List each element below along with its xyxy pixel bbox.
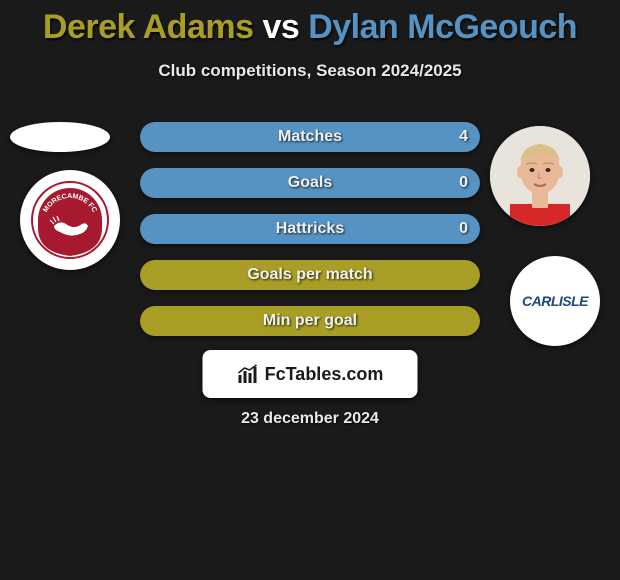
player1-club-crest: MORECAMBE FC: [20, 170, 120, 270]
stat-value-right: 0: [459, 168, 468, 198]
vs-text: vs: [254, 8, 309, 46]
comparison-title: Derek Adams vs Dylan McGeouch: [0, 0, 620, 47]
stat-row: Hattricks0: [140, 214, 480, 244]
player2-name: Dylan McGeouch: [308, 8, 577, 46]
stat-label: Goals: [140, 168, 480, 198]
stat-label: Matches: [140, 122, 480, 152]
fctables-text: FcTables.com: [265, 364, 384, 385]
subtitle: Club competitions, Season 2024/2025: [0, 61, 620, 81]
stat-row: Goals0: [140, 168, 480, 198]
fctables-watermark: FcTables.com: [203, 350, 418, 398]
stat-value-right: 4: [459, 122, 468, 152]
player1-avatar-placeholder: [10, 122, 110, 152]
player1-name: Derek Adams: [43, 8, 254, 46]
player2-club-crest: CARLISLE: [510, 256, 600, 346]
player2-avatar: [490, 126, 590, 226]
stat-label: Goals per match: [140, 260, 480, 290]
stat-label: Min per goal: [140, 306, 480, 336]
chart-icon: [237, 363, 259, 385]
date-text: 23 december 2024: [0, 410, 620, 428]
stat-row: Matches4: [140, 122, 480, 152]
carlisle-crest-text: CARLISLE: [522, 293, 588, 309]
stat-label: Hattricks: [140, 214, 480, 244]
stat-row: Goals per match: [140, 260, 480, 290]
stat-value-right: 0: [459, 214, 468, 244]
morecambe-crest-icon: MORECAMBE FC: [30, 180, 110, 260]
stat-row: Min per goal: [140, 306, 480, 336]
player2-avatar-icon: [490, 126, 590, 226]
stats-bars: Matches4Goals0Hattricks0Goals per matchM…: [140, 122, 480, 352]
